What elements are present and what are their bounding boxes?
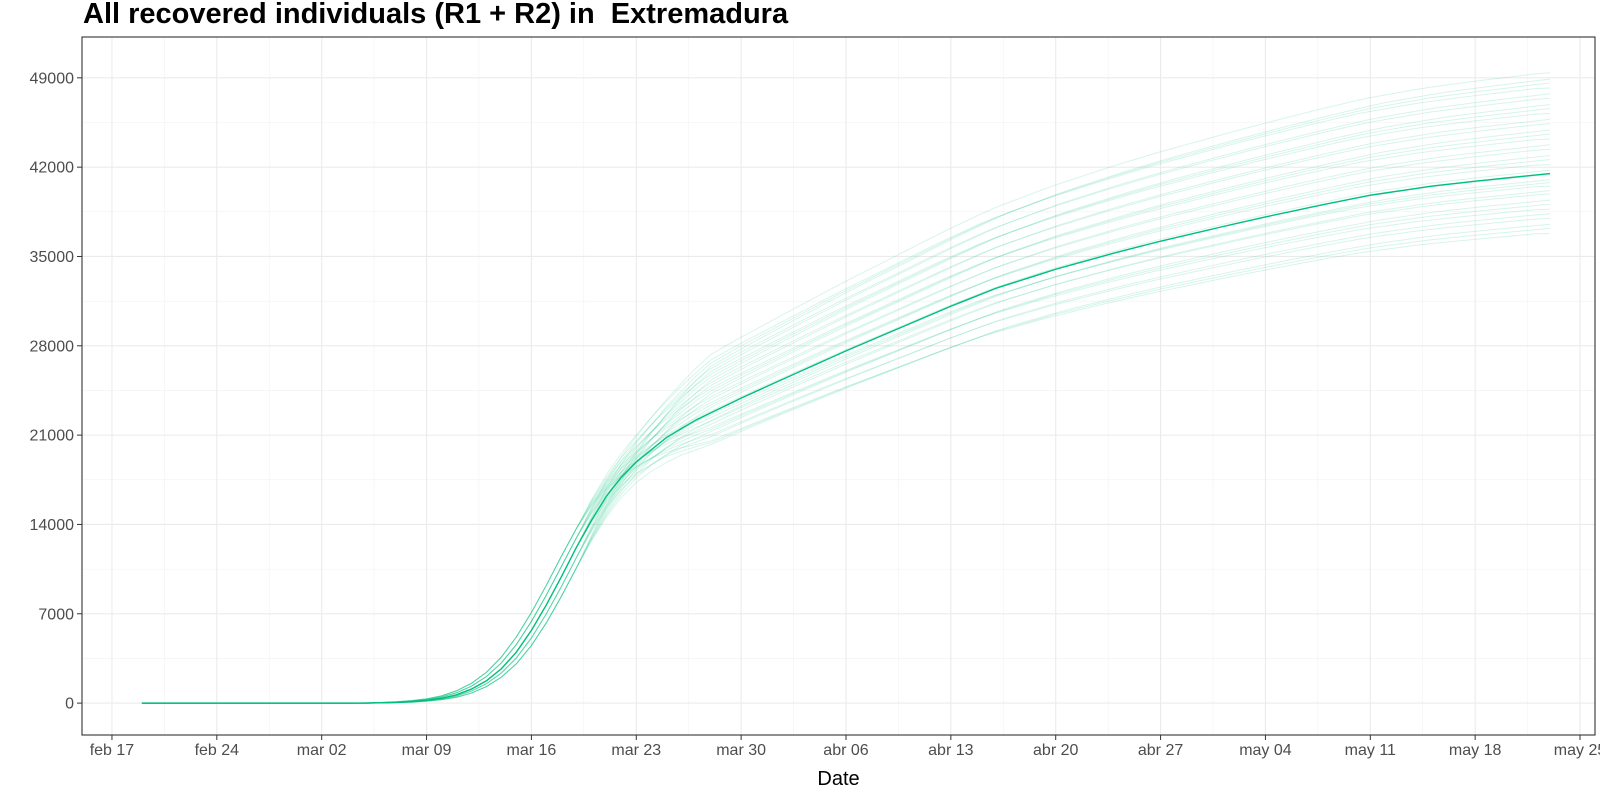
x-tick-label: feb 17 <box>90 742 135 759</box>
x-tick-label: mar 30 <box>716 742 766 759</box>
x-tick-label: abr 06 <box>823 742 868 759</box>
x-tick-label: mar 09 <box>402 742 452 759</box>
y-axis: 0 7000 14000 21000 28000 35000 42000 49000 <box>30 70 82 713</box>
y-tick-label: 7000 <box>38 606 74 623</box>
x-tick-label: may 11 <box>1345 742 1396 759</box>
x-tick-label: may 04 <box>1239 742 1292 759</box>
x-tick-label: abr 20 <box>1033 742 1078 759</box>
x-tick-label: may 18 <box>1449 742 1502 759</box>
x-tick-label: abr 13 <box>928 742 973 759</box>
x-tick-label: may 25 <box>1554 742 1600 759</box>
x-tick-label: mar 16 <box>507 742 557 759</box>
y-tick-label: 21000 <box>30 428 75 445</box>
y-tick-label: 42000 <box>30 160 75 177</box>
plot-panel-border <box>81 36 1596 736</box>
y-tick-label: 49000 <box>30 70 75 87</box>
main-series-line <box>141 172 1551 704</box>
chart-title: All recovered individuals (R1 + R2) in E… <box>83 0 789 30</box>
x-axis-title: Date <box>817 768 859 790</box>
x-tick-label: abr 27 <box>1138 742 1183 759</box>
y-tick-label: 0 <box>65 696 74 713</box>
grid-lines <box>82 37 1595 735</box>
y-tick-label: 14000 <box>30 517 75 534</box>
plot-panel-background <box>82 37 1595 735</box>
y-tick-label: 28000 <box>30 338 75 355</box>
x-tick-label: mar 23 <box>611 742 661 759</box>
x-tick-label: feb 24 <box>195 742 240 759</box>
x-axis: feb 17 feb 24 mar 02 mar 09 mar 16 mar 23 mar … <box>90 735 1600 759</box>
main-series-layer <box>141 172 1551 704</box>
x-tick-label: mar 02 <box>297 742 347 759</box>
y-tick-label: 35000 <box>30 249 75 266</box>
